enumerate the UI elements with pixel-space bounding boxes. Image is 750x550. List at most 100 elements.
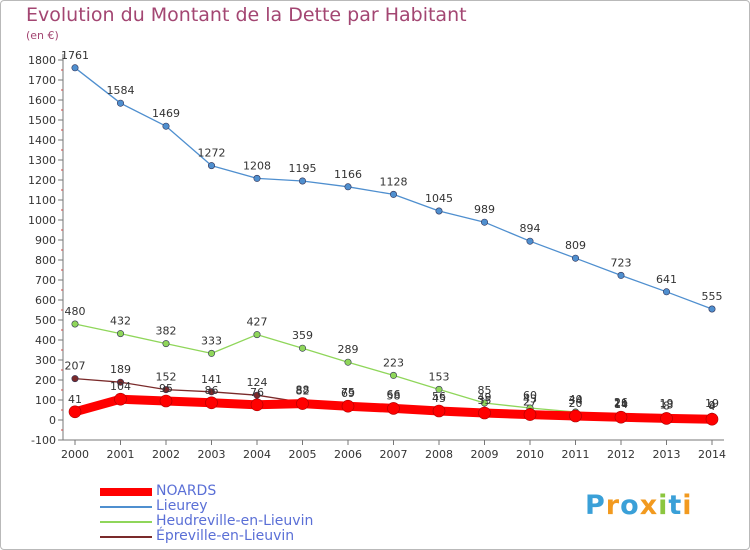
x-tick-label: 2010 — [516, 448, 544, 461]
data-label: 382 — [156, 325, 177, 338]
x-tick-label: 2000 — [61, 448, 89, 461]
data-point — [253, 174, 261, 182]
data-label: 289 — [338, 343, 359, 356]
data-label: 427 — [247, 316, 268, 329]
y-tick-label: 500 — [35, 314, 56, 327]
data-label: 153 — [429, 370, 450, 383]
data-point — [71, 320, 79, 328]
x-tick-label: 2001 — [107, 448, 135, 461]
data-label: 8 — [663, 399, 670, 412]
legend-label-noards: NOARDS — [156, 483, 217, 499]
x-tick-label: 2008 — [425, 448, 453, 461]
y-tick-label: 400 — [35, 334, 56, 347]
y-tick-label: 1000 — [28, 214, 56, 227]
brand-letter: o — [620, 490, 640, 521]
data-label: 555 — [702, 290, 723, 303]
data-point — [432, 404, 446, 418]
data-label: 21 — [614, 397, 628, 410]
y-tick-label: 300 — [35, 354, 56, 367]
data-label: 40 — [569, 393, 583, 406]
data-label: 333 — [201, 334, 222, 347]
data-point — [208, 388, 216, 396]
y-tick-label: 900 — [35, 234, 56, 247]
data-label: 1128 — [380, 175, 408, 188]
data-point — [617, 271, 625, 279]
data-label: 49 — [478, 391, 492, 404]
x-tick-label: 2013 — [653, 448, 681, 461]
data-label: 641 — [656, 273, 677, 286]
data-point — [523, 408, 537, 421]
data-point — [71, 375, 79, 383]
data-label: 1761 — [61, 49, 89, 62]
x-tick-label: 2012 — [607, 448, 635, 461]
data-label: 14 — [614, 398, 628, 411]
y-tick-label: 600 — [35, 294, 56, 307]
x-tick-label: 2002 — [152, 448, 180, 461]
y-tick-label: 200 — [35, 374, 56, 387]
data-label: 723 — [611, 256, 632, 269]
brand-logo: Proxiti — [585, 490, 693, 521]
data-label: 86 — [205, 384, 219, 397]
chart-unit: (en €) — [26, 29, 59, 42]
brand-letter: i — [658, 490, 669, 521]
data-label: 43 — [523, 392, 537, 405]
data-label: 95 — [159, 382, 173, 395]
y-tick-label: 700 — [35, 274, 56, 287]
data-label: 1272 — [198, 147, 226, 160]
data-point — [662, 288, 670, 296]
data-label: 56 — [432, 390, 446, 403]
chart-title: Evolution du Montant de la Dette par Hab… — [26, 4, 467, 26]
data-label: 13 — [660, 398, 674, 411]
legend-swatch-noards — [100, 487, 152, 496]
x-tick-label: 2014 — [698, 448, 726, 461]
data-label: 75 — [341, 386, 355, 399]
data-point — [208, 349, 216, 357]
data-point — [480, 399, 488, 407]
data-point — [708, 305, 716, 313]
data-point — [478, 406, 491, 420]
data-point — [389, 190, 397, 198]
data-point — [387, 402, 400, 415]
data-label: 76 — [250, 386, 264, 399]
y-tick-label: 800 — [35, 254, 56, 267]
data-label: 207 — [65, 360, 86, 373]
data-point — [253, 331, 261, 339]
data-point — [205, 396, 218, 410]
data-label: 432 — [110, 315, 131, 328]
data-point — [298, 344, 306, 352]
data-point — [159, 394, 173, 408]
brand-letter: P — [585, 490, 606, 521]
data-label: 4 — [709, 400, 716, 413]
y-tick-label: 0 — [49, 414, 56, 427]
x-tick-label: 2005 — [289, 448, 317, 461]
data-point — [117, 330, 125, 338]
data-point — [117, 99, 125, 107]
data-label: 41 — [68, 393, 82, 406]
legend-item-epreville: Épreville-en-Lieuvin — [100, 528, 420, 544]
data-point — [344, 183, 352, 191]
data-point — [162, 340, 170, 348]
data-point — [705, 412, 719, 426]
data-point — [569, 409, 582, 423]
data-point — [344, 358, 352, 366]
y-tick-label: 1800 — [28, 54, 56, 67]
data-point — [435, 207, 443, 215]
data-label: 20 — [569, 397, 583, 410]
data-label: 35 — [478, 394, 492, 407]
data-label: 60 — [523, 389, 537, 402]
data-point — [660, 412, 673, 425]
brand-letter: t — [668, 490, 683, 521]
data-label: 88 — [296, 383, 310, 396]
legend-item-heudreville: Heudreville-en-Lieuvin — [100, 513, 420, 529]
legend: NOARDS Lieurey Heudreville-en-Lieuvin Ép… — [100, 483, 420, 544]
data-point — [208, 162, 216, 170]
data-label: 1045 — [425, 192, 453, 205]
data-label: 9 — [709, 399, 716, 412]
data-point — [162, 122, 170, 130]
data-label: 480 — [65, 305, 86, 318]
data-label: 66 — [387, 388, 401, 401]
data-label: 85 — [478, 384, 492, 397]
y-tick-label: 100 — [35, 394, 56, 407]
data-point — [298, 177, 306, 185]
